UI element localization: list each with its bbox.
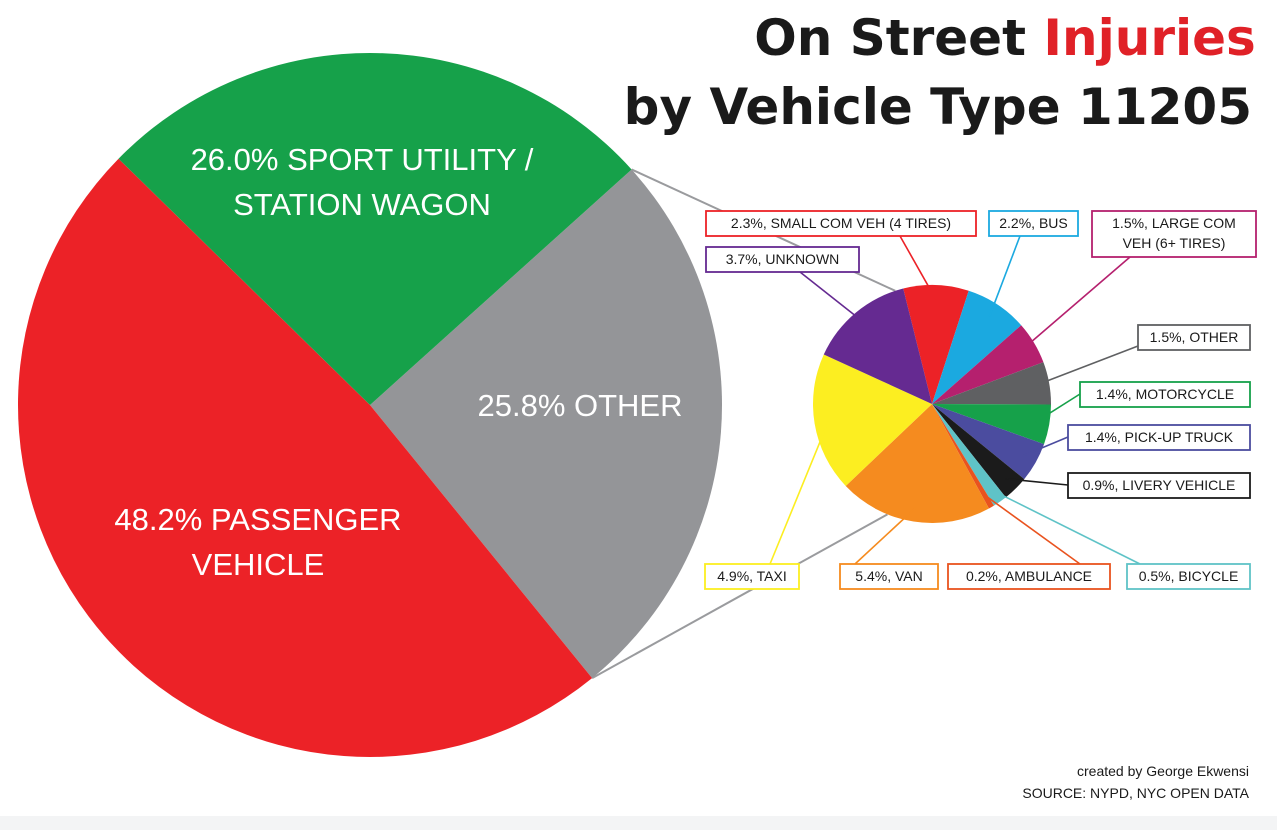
callout-label-small-com-veh-4-tires: 2.3%, SMALL COM VEH (4 TIRES) bbox=[731, 215, 951, 231]
callout-leader-bicycle bbox=[991, 489, 1141, 565]
callout-label-van: 5.4%, VAN bbox=[855, 568, 922, 584]
main-slice-label-line: 26.0% SPORT UTILITY / bbox=[191, 142, 534, 177]
callout-label-line: 0.2%, AMBULANCE bbox=[966, 568, 1092, 584]
callout-box-large-com-veh-6-tires bbox=[1091, 210, 1257, 258]
callout-box-van bbox=[839, 563, 939, 590]
callout-label-bus: 2.2%, BUS bbox=[999, 215, 1067, 231]
breakdown-slice-unknown bbox=[823, 288, 932, 404]
callout-leader-bus bbox=[988, 235, 1021, 317]
callout-label-large-com-veh-6-tires: 1.5%, LARGE COM VEH (6+ TIRES) bbox=[1112, 215, 1236, 251]
callout-label-taxi: 4.9%, TAXI bbox=[717, 568, 787, 584]
callout-box-ambulance bbox=[947, 563, 1111, 590]
main-slice-label-passenger-vehicle: 48.2% PASSENGER VEHICLE bbox=[114, 502, 401, 582]
chart-title-line-1: On Street Injuries bbox=[754, 9, 1256, 67]
callout-leader-livery-vehicle bbox=[1005, 477, 1069, 486]
callout-leader-pick-up-truck bbox=[1023, 436, 1069, 457]
callout-box-unknown bbox=[705, 246, 860, 273]
main-pie bbox=[17, 53, 722, 758]
callout-box-motorcycle bbox=[1079, 381, 1251, 408]
callout-leader-small-com-veh-4-tires bbox=[899, 235, 937, 300]
chart-title-highlight: Injuries bbox=[1043, 9, 1255, 67]
breakdown-slice-bicycle bbox=[932, 404, 1006, 506]
callout-label-line: 2.3%, SMALL COM VEH (4 TIRES) bbox=[731, 215, 951, 231]
callout-label-line: 0.9%, LIVERY VEHICLE bbox=[1083, 477, 1236, 493]
main-slice-label-other: 25.8% OTHER bbox=[477, 388, 682, 423]
callout-box-taxi bbox=[704, 563, 800, 590]
credit-source: SOURCE: NYPD, NYC OPEN DATA bbox=[1022, 785, 1249, 801]
main-pie-labels: 48.2% PASSENGER VEHICLE 26.0% SPORT UTILIT… bbox=[114, 142, 682, 582]
bottom-strip bbox=[0, 816, 1277, 830]
callout-leader-taxi bbox=[769, 420, 830, 565]
callout-label-livery-vehicle: 0.9%, LIVERY VEHICLE bbox=[1083, 477, 1236, 493]
callout-label-line: 1.4%, MOTORCYCLE bbox=[1096, 386, 1234, 402]
callout-label-ambulance: 0.2%, AMBULANCE bbox=[966, 568, 1092, 584]
breakdown-slice-van bbox=[845, 404, 989, 523]
breakdown-callouts: 2.3%, SMALL COM VEH (4 TIRES) 2.2%, BUS 1.… bbox=[704, 210, 1257, 590]
chart-title-line-2: by Vehicle Type 11205 bbox=[624, 78, 1252, 136]
callout-label-line: 0.5%, BICYCLE bbox=[1139, 568, 1239, 584]
breakdown-slice-other bbox=[932, 362, 1052, 405]
callout-leader-motorcycle bbox=[1034, 393, 1081, 423]
callout-box-bicycle bbox=[1126, 563, 1251, 590]
callout-label-pick-up-truck: 1.4%, PICK-UP TRUCK bbox=[1085, 429, 1234, 445]
breakdown-slice-ambulance bbox=[932, 404, 994, 509]
callout-box-other bbox=[1137, 324, 1251, 351]
breakdown-slice-taxi bbox=[813, 354, 932, 486]
credit-author: created by George Ekwensi bbox=[1077, 763, 1249, 779]
callout-box-bus bbox=[988, 210, 1079, 237]
chart-title-prefix: On Street bbox=[754, 9, 1043, 67]
callout-box-pick-up-truck bbox=[1067, 424, 1251, 451]
breakdown-slice-motorcycle bbox=[932, 404, 1051, 445]
callout-box-small-com-veh-4-tires bbox=[705, 210, 977, 237]
main-slice-label-sport-utility-station-wagon: 26.0% SPORT UTILITY / STATION WAGON bbox=[191, 142, 534, 222]
connector-line-bottom bbox=[591, 513, 888, 679]
callout-box-livery-vehicle bbox=[1067, 472, 1251, 499]
callout-label-line: 4.9%, TAXI bbox=[717, 568, 787, 584]
breakdown-slice-small-com-veh-4-tires bbox=[903, 285, 969, 404]
callout-leader-ambulance bbox=[984, 494, 1081, 565]
callout-label-line: 5.4%, VAN bbox=[855, 568, 922, 584]
main-slice-label-line: 48.2% PASSENGER bbox=[114, 502, 401, 537]
breakdown-slice-bus bbox=[932, 290, 1022, 404]
callout-leader-van bbox=[854, 507, 917, 565]
callout-label-line: VEH (6+ TIRES) bbox=[1123, 235, 1226, 251]
callout-label-motorcycle: 1.4%, MOTORCYCLE bbox=[1096, 386, 1234, 402]
breakdown-pie bbox=[813, 285, 1052, 523]
callout-label-line: 1.4%, PICK-UP TRUCK bbox=[1085, 429, 1234, 445]
breakdown-slice-pick-up-truck bbox=[932, 404, 1045, 480]
callout-leader-other bbox=[1035, 345, 1139, 387]
callout-leader-large-com-veh-6-tires bbox=[1021, 256, 1131, 351]
breakdown-slice-livery-vehicle bbox=[932, 404, 1025, 498]
callout-label-line: 2.2%, BUS bbox=[999, 215, 1067, 231]
main-slice-label-line: STATION WAGON bbox=[233, 187, 491, 222]
callout-label-other: 1.5%, OTHER bbox=[1150, 329, 1239, 345]
main-slice-label-line: 25.8% OTHER bbox=[477, 388, 682, 423]
callout-label-unknown: 3.7%, UNKNOWN bbox=[726, 251, 840, 267]
main-slice-passenger-vehicle bbox=[17, 158, 593, 758]
main-slice-other bbox=[370, 169, 722, 679]
callout-label-line: 3.7%, UNKNOWN bbox=[726, 251, 840, 267]
main-slice-label-line: VEHICLE bbox=[192, 547, 325, 582]
callout-label-line: 1.5%, LARGE COM bbox=[1112, 215, 1236, 231]
breakdown-slice-large-com-veh-6-tires bbox=[932, 325, 1044, 404]
callout-label-bicycle: 0.5%, BICYCLE bbox=[1139, 568, 1239, 584]
main-slice-sport-utility-station-wagon bbox=[118, 53, 632, 405]
callout-label-line: 1.5%, OTHER bbox=[1150, 329, 1239, 345]
callout-leader-unknown bbox=[799, 271, 866, 324]
